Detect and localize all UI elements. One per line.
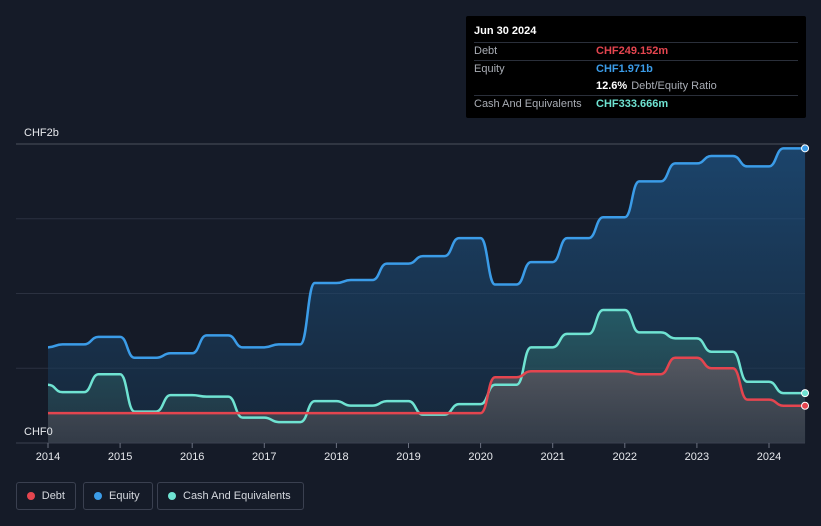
equity-dot-icon bbox=[94, 492, 102, 500]
series-lines bbox=[47, 147, 806, 424]
tooltip-date: Jun 30 2024 bbox=[474, 25, 537, 37]
debt-end-marker bbox=[801, 401, 810, 410]
tooltip-row-cash: Cash And Equivalents CHF333.666m bbox=[474, 95, 798, 113]
x-tick-label: 2015 bbox=[108, 451, 132, 463]
debt-area bbox=[48, 357, 806, 443]
tooltip-equity-value: CHF1.971b bbox=[596, 63, 653, 75]
cash-and-equivalents-line bbox=[47, 308, 806, 424]
tooltip-cash-label: Cash And Equivalents bbox=[474, 98, 582, 110]
x-tick-label: 2024 bbox=[757, 451, 781, 463]
legend-item-equity[interactable]: Equity bbox=[83, 482, 153, 510]
tooltip-row-equity: Equity CHF1.971b bbox=[474, 60, 798, 78]
x-tick-label: 2014 bbox=[36, 451, 60, 463]
tooltip-row-debt: Debt CHF249.152m bbox=[474, 42, 798, 60]
series-areas bbox=[48, 148, 806, 443]
tooltip-ratio-spacer bbox=[474, 78, 596, 95]
legend-cash-label: Cash And Equivalents bbox=[183, 490, 291, 502]
tooltip-debt-label: Debt bbox=[474, 45, 498, 57]
tooltip-debt-value: CHF249.152m bbox=[596, 45, 669, 57]
x-tick-label: 2023 bbox=[685, 451, 709, 463]
tooltip-equity-label: Equity bbox=[474, 63, 505, 75]
legend-item-debt[interactable]: Debt bbox=[16, 482, 76, 510]
debt-dot-icon bbox=[27, 492, 35, 500]
tooltip-ratio-text: Debt/Equity Ratio bbox=[631, 80, 717, 92]
equity-end-marker bbox=[801, 144, 810, 153]
legend-equity-label: Equity bbox=[109, 490, 140, 502]
x-tick-label: 2018 bbox=[324, 451, 348, 463]
x-tick-label: 2022 bbox=[613, 451, 637, 463]
legend-item-cash[interactable]: Cash And Equivalents bbox=[157, 482, 304, 510]
end-markers bbox=[801, 144, 810, 410]
x-tick-label: 2016 bbox=[180, 451, 204, 463]
x-tick-label: 2017 bbox=[252, 451, 276, 463]
x-tick-label: 2021 bbox=[540, 451, 564, 463]
cash-dot-icon bbox=[168, 492, 176, 500]
legend-debt-label: Debt bbox=[41, 490, 65, 502]
cash-and-equivalents-end-marker bbox=[801, 389, 810, 398]
y-tick-label-top: CHF2b bbox=[24, 127, 59, 139]
x-axis: 2014 2015 2016 2017 2018 2019 2020 2021 2022 2023… bbox=[16, 442, 805, 463]
tooltip-panel: Jun 30 2024 Debt CHF249.152m Equity CHF1… bbox=[466, 16, 806, 118]
equity-line bbox=[47, 147, 806, 360]
debt-line bbox=[48, 356, 806, 415]
tooltip-ratio-value: 12.6% bbox=[596, 80, 628, 92]
x-tick-label: 2020 bbox=[468, 451, 492, 463]
tooltip-row-ratio: 12.6% Debt/Equity Ratio bbox=[474, 78, 798, 95]
tooltip-cash-value: CHF333.666m bbox=[596, 98, 669, 110]
y-tick-label-bottom: CHF0 bbox=[24, 426, 53, 438]
x-tick-label: 2019 bbox=[396, 451, 420, 463]
